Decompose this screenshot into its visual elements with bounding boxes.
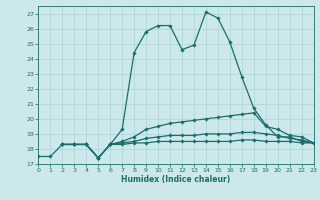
X-axis label: Humidex (Indice chaleur): Humidex (Indice chaleur) bbox=[121, 175, 231, 184]
